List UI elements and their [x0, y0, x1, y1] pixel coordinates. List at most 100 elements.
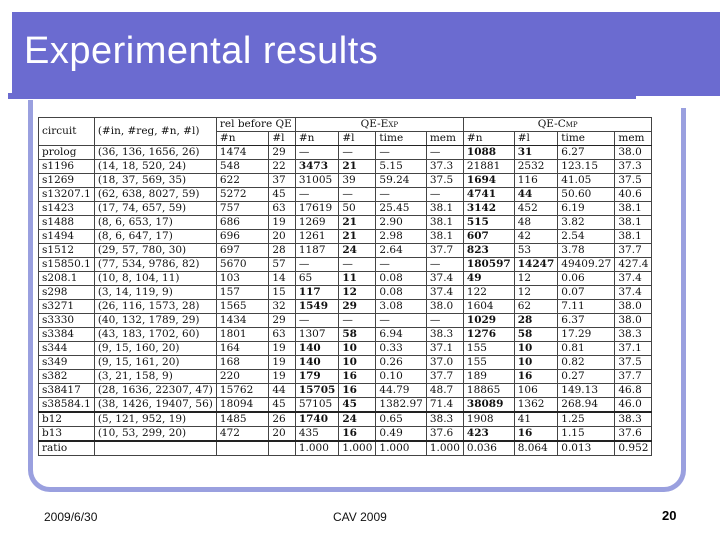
table-row: s1269 (18, 37, 569, 35) 622 37 31005 39 59.24 3… — [38, 173, 653, 188]
table-row: s3330 (40, 132, 1789, 29) 1434 29— — — —1029 28… — [38, 313, 653, 328]
table-cell: 49409.27 — [557, 257, 616, 272]
footer-event: CAV 2009 — [333, 510, 387, 524]
table-cell: 19 — [268, 369, 296, 384]
table-cell: 31005 — [294, 173, 340, 188]
table-cell: — — [294, 313, 340, 328]
table-cell: 123.15 — [557, 159, 616, 174]
table-cell: 71.4 — [425, 397, 464, 413]
table-cell: 548 — [215, 159, 270, 174]
table-cell: 37.5 — [614, 355, 653, 370]
table-cell: 1694 — [462, 173, 515, 188]
table-cell: (62, 638, 8027, 59) — [93, 187, 217, 202]
frame-left-edge — [28, 100, 33, 114]
table-cell: — — [425, 313, 464, 328]
table-cell: 179 — [294, 369, 340, 384]
table-cell: 472 — [215, 426, 270, 442]
table-row: s349 (9, 15, 161, 20) 168 19 140 10 0.26 37.0 15… — [38, 355, 653, 370]
table-cell: 57105 — [294, 397, 340, 413]
table-row: s1196 (14, 18, 520, 24) 548 22 3473 21 5.15 37.… — [38, 159, 653, 174]
table-row: s38584.1 (38, 1426, 19407, 56) 18094 45 5710… — [38, 397, 653, 413]
table-cell: 24 — [338, 243, 377, 258]
table-row: b13 (10, 53, 299, 20) 472 20 435 16 0.49 37.6 42… — [38, 426, 653, 442]
subheader-cell: mem — [425, 131, 464, 146]
circuit-name-cell: s3384 — [38, 327, 95, 342]
title-bar — [12, 12, 720, 96]
table-cell: 1565 — [215, 299, 270, 314]
circuit-name-cell: s1494 — [38, 229, 95, 244]
table-cell: 57 — [268, 257, 296, 272]
table-cell: 38.1 — [425, 229, 464, 244]
table-cell: 1.15 — [557, 426, 616, 442]
table-cell: (28, 1636, 22307, 47) — [93, 383, 217, 398]
circuit-name-cell: s13207.1 — [38, 187, 95, 202]
table-cell: 42 — [513, 229, 559, 244]
table-row: b12 (5, 121, 952, 19) 1485 26 1740 24 0.65 38.3… — [38, 411, 653, 427]
circuit-name-cell: s208.1 — [38, 271, 95, 286]
table-cell: (77, 534, 9786, 82) — [93, 257, 217, 272]
page-number: 20 — [662, 508, 677, 523]
table-cell: 15705 — [294, 383, 340, 398]
table-cell: 37.1 — [425, 341, 464, 356]
table-cell: (3, 21, 158, 9) — [93, 369, 217, 384]
subheader-cell: #n — [462, 131, 515, 146]
table-cell: 37.3 — [425, 159, 464, 174]
table-cell: 45 — [268, 397, 296, 413]
table-cell: 268.94 — [557, 397, 616, 413]
table-cell: 41 — [513, 411, 559, 427]
table-body: prolog (36, 136, 1656, 26) 1474 29— — — —1088 3… — [38, 145, 653, 456]
table-cell: 1908 — [462, 411, 515, 427]
table-cell: 1088 — [462, 145, 515, 160]
header-qe-exp: QE-Exp — [294, 117, 464, 132]
table-cell: 29 — [268, 313, 296, 328]
table-cell: 8.064 — [513, 440, 559, 456]
table-cell: 37.6 — [614, 426, 653, 442]
table-cell: 2.64 — [375, 243, 427, 258]
table-cell: 48.7 — [425, 383, 464, 398]
table-cell: 16 — [338, 426, 377, 442]
circuit-name-cell: s38584.1 — [38, 397, 95, 413]
table-cell: 5670 — [215, 257, 270, 272]
table-cell: (3, 14, 119, 9) — [93, 285, 217, 300]
table-cell: 1187 — [294, 243, 340, 258]
table-cell: 11 — [338, 271, 377, 286]
table-cell: 686 — [215, 215, 270, 230]
table-row: s3271 (26, 116, 1573, 28) 1565 32 1549 29 3.08… — [38, 299, 653, 314]
table-cell: 50.60 — [557, 187, 616, 202]
table-cell: 1.000 — [294, 440, 340, 456]
table-cell: 0.65 — [375, 411, 427, 427]
table-cell: 38.0 — [614, 313, 653, 328]
table-cell: 58 — [513, 327, 559, 342]
table-cell: 37.5 — [614, 173, 653, 188]
table-cell: 15762 — [215, 383, 270, 398]
table-cell: 164 — [215, 341, 270, 356]
circuit-name-cell: s3271 — [38, 299, 95, 314]
header-circuit: circuit — [38, 117, 95, 146]
table-cell: 38.3 — [614, 411, 653, 427]
table-cell: 757 — [215, 201, 270, 216]
table-row: s1488 (8, 6, 653, 17) 686 19 1269 21 2.90 38.1 5… — [38, 215, 653, 230]
table-cell: 622 — [215, 173, 270, 188]
table-cell: 3473 — [294, 159, 340, 174]
table-cell: 49 — [462, 271, 515, 286]
table-cell: 44.79 — [375, 383, 427, 398]
table-cell: 16 — [513, 426, 559, 442]
table-cell: 53 — [513, 243, 559, 258]
content-frame — [28, 108, 686, 492]
table-cell: 38.3 — [614, 327, 653, 342]
circuit-name-cell: s382 — [38, 369, 95, 384]
table-cell: — — [375, 145, 427, 160]
table-cell: 697 — [215, 243, 270, 258]
table-cell: 37.3 — [614, 159, 653, 174]
table-cell: 38.0 — [425, 299, 464, 314]
table-row: s13207.1 (62, 638, 8027, 59) 5272 45— — — —474… — [38, 187, 653, 202]
table-cell: 5.15 — [375, 159, 427, 174]
table-cell: 117 — [294, 285, 340, 300]
table-cell: 63 — [268, 201, 296, 216]
table-row: ratio 1.000 1.000 1.000 1.000 0.036 8.064 0.013… — [38, 440, 653, 456]
table-cell: 37 — [268, 173, 296, 188]
table-cell: 37.4 — [425, 285, 464, 300]
table-cell: 31 — [513, 145, 559, 160]
table-row: s15850.1 (77, 534, 9786, 82) 5670 57— — — —180… — [38, 257, 653, 272]
table-cell: 180597 — [462, 257, 515, 272]
table-cell: 29 — [338, 299, 377, 314]
